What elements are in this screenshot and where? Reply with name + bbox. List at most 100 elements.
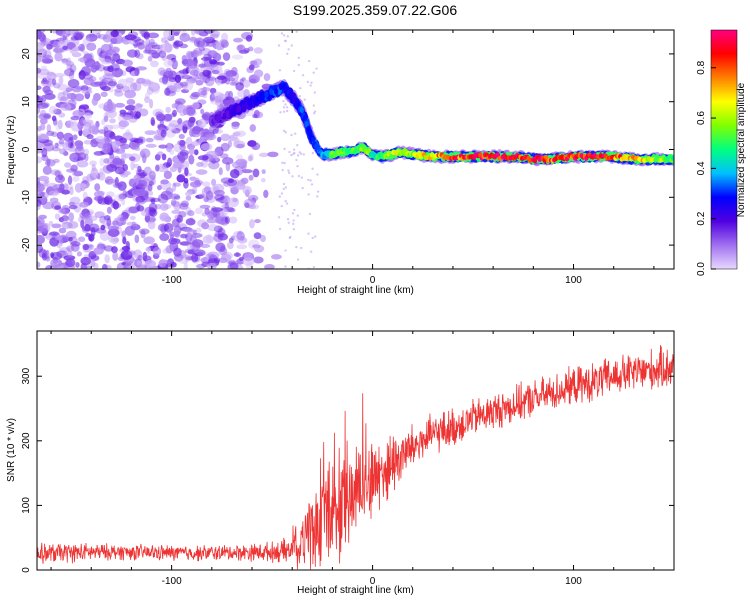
- spectrogram-noise-blob: [68, 186, 74, 196]
- colorbar: 0.0 0.2 0.4 0.6 0.8 Normalized spectral ampl…: [696, 29, 747, 276]
- spectrogram-noise-blob: [221, 157, 234, 165]
- spectrogram-noise-blob: [284, 249, 287, 252]
- spectrogram-signal-cell: [264, 91, 269, 98]
- spectrogram-noise-blob: [209, 93, 216, 102]
- spectrogram-noise-blob: [112, 53, 121, 62]
- spectrogram-noise-blob: [195, 227, 202, 233]
- spectrogram-noise-blob: [149, 170, 156, 180]
- spectrogram-noise-blob: [287, 171, 291, 175]
- spectrogram-noise-blob: [52, 158, 60, 164]
- spectrogram-noise-blob: [104, 178, 117, 184]
- spectrogram-noise-blob: [226, 241, 234, 250]
- spectrogram-noise-blob: [42, 201, 55, 210]
- spectrogram-noise-blob: [253, 232, 262, 240]
- spectrogram-noise-blob: [94, 183, 101, 192]
- spectrogram-noise-blob: [85, 33, 98, 42]
- snr-panel: -100 0 100 0 100 200 300 Height of straight li…: [6, 330, 675, 596]
- spectrogram-noise-blob: [80, 219, 85, 229]
- spectrogram-noise-blob: [281, 168, 284, 172]
- spectrogram-noise-blob: [130, 215, 136, 221]
- spectrogram-noise-blob: [282, 129, 286, 133]
- spectrogram-noise-blob: [231, 54, 244, 60]
- spectrogram-noise-blob: [93, 150, 105, 156]
- spectrogram-noise-blob: [73, 170, 84, 177]
- spectrogram-noise-blob: [37, 218, 45, 227]
- spectrogram-noise-layer: [37, 30, 320, 269]
- spectrogram-noise-blob: [159, 203, 169, 211]
- spectrogram-noise-blob: [164, 113, 173, 121]
- spectrogram-noise-blob: [179, 139, 186, 148]
- spectrogram-noise-blob: [158, 259, 167, 268]
- spectrogram-noise-blob: [214, 189, 225, 197]
- spectrogram-noise-blob: [173, 182, 181, 187]
- spectrogram-noise-blob: [37, 133, 49, 142]
- spectrogram-noise-blob: [216, 75, 227, 80]
- spectrogram-noise-blob: [214, 257, 221, 264]
- spectrogram-noise-blob: [67, 38, 80, 47]
- spectrogram-noise-blob: [51, 190, 59, 196]
- spectrogram-noise-blob: [72, 47, 80, 53]
- spectrogram-noise-blob: [154, 203, 162, 210]
- spectrogram-noise-blob: [103, 245, 114, 252]
- spectrogram-noise-blob: [159, 69, 171, 77]
- spectrogram-noise-blob: [107, 225, 120, 231]
- spectrogram-noise-blob: [81, 89, 93, 95]
- spectrogram-noise-blob: [311, 167, 314, 170]
- spectrogram-noise-blob: [284, 199, 287, 203]
- x-tick-label: -100: [162, 576, 182, 587]
- spectrogram-noise-blob: [216, 136, 222, 143]
- spectrogram-noise-blob: [234, 130, 247, 137]
- spectrogram-noise-blob: [38, 214, 47, 220]
- spectrogram-noise-blob: [316, 195, 319, 198]
- spectrogram-noise-blob: [130, 223, 141, 231]
- spectrogram-noise-blob: [103, 124, 114, 131]
- spectrogram-noise-blob: [90, 64, 98, 73]
- spectrogram-noise-blob: [243, 252, 253, 262]
- spectrogram-noise-blob: [156, 113, 166, 122]
- spectrogram-noise-blob: [210, 62, 215, 73]
- spectrogram-noise-blob: [90, 138, 99, 148]
- spectrogram-noise-blob: [58, 75, 64, 86]
- spectrogram-noise-blob: [130, 161, 135, 171]
- spectrogram-signal-layer: [208, 79, 674, 167]
- spectrogram-noise-blob: [278, 69, 282, 72]
- spectrogram-noise-blob: [99, 157, 105, 167]
- spectrogram-noise-blob: [72, 134, 78, 141]
- spectrogram-noise-blob: [249, 78, 257, 84]
- spectrogram-noise-blob: [296, 143, 299, 147]
- spectrogram-noise-blob: [249, 219, 255, 229]
- spectrogram-noise-blob: [247, 155, 253, 162]
- spectrogram-noise-blob: [140, 229, 146, 239]
- spectrogram-noise-blob: [76, 143, 84, 152]
- colorbar-tick-label: 0.6: [696, 111, 707, 125]
- spectrogram-noise-blob: [235, 158, 248, 167]
- spectrogram-noise-blob: [150, 178, 156, 185]
- spectrogram-noise-blob: [253, 256, 264, 264]
- spectrogram-noise-blob: [58, 247, 71, 253]
- spectrogram-noise-blob: [111, 246, 118, 254]
- spectrogram-noise-blob: [310, 81, 313, 84]
- spectrogram-noise-blob: [134, 38, 145, 45]
- spectrogram-noise-blob: [283, 39, 287, 43]
- spectrogram-noise-blob: [51, 78, 57, 86]
- spectrogram-noise-blob: [65, 258, 76, 268]
- spectrogram-noise-blob: [245, 34, 253, 42]
- spectrogram-noise-blob: [216, 61, 225, 66]
- spectrogram-noise-blob: [241, 169, 253, 174]
- spectrogram-noise-blob: [180, 233, 188, 239]
- spectrogram-noise-blob: [94, 211, 105, 219]
- spectrogram-noise-blob: [131, 221, 138, 227]
- spectrogram-signal-cell: [257, 95, 263, 103]
- spectrogram-noise-blob: [80, 256, 92, 266]
- spectrogram-noise-blob: [211, 69, 220, 75]
- spectrogram-noise-blob: [200, 108, 205, 115]
- spectrogram-noise-blob: [82, 225, 93, 232]
- colorbar-tick-label: 0.2: [696, 211, 707, 225]
- spectrogram-noise-blob: [227, 139, 232, 148]
- spectrogram-signal-cell: [302, 114, 308, 121]
- spectrogram-noise-blob: [290, 44, 294, 47]
- spectrogram-noise-blob: [236, 244, 248, 250]
- spectrogram-noise-blob: [146, 247, 151, 255]
- spectrogram-noise-blob: [284, 131, 287, 134]
